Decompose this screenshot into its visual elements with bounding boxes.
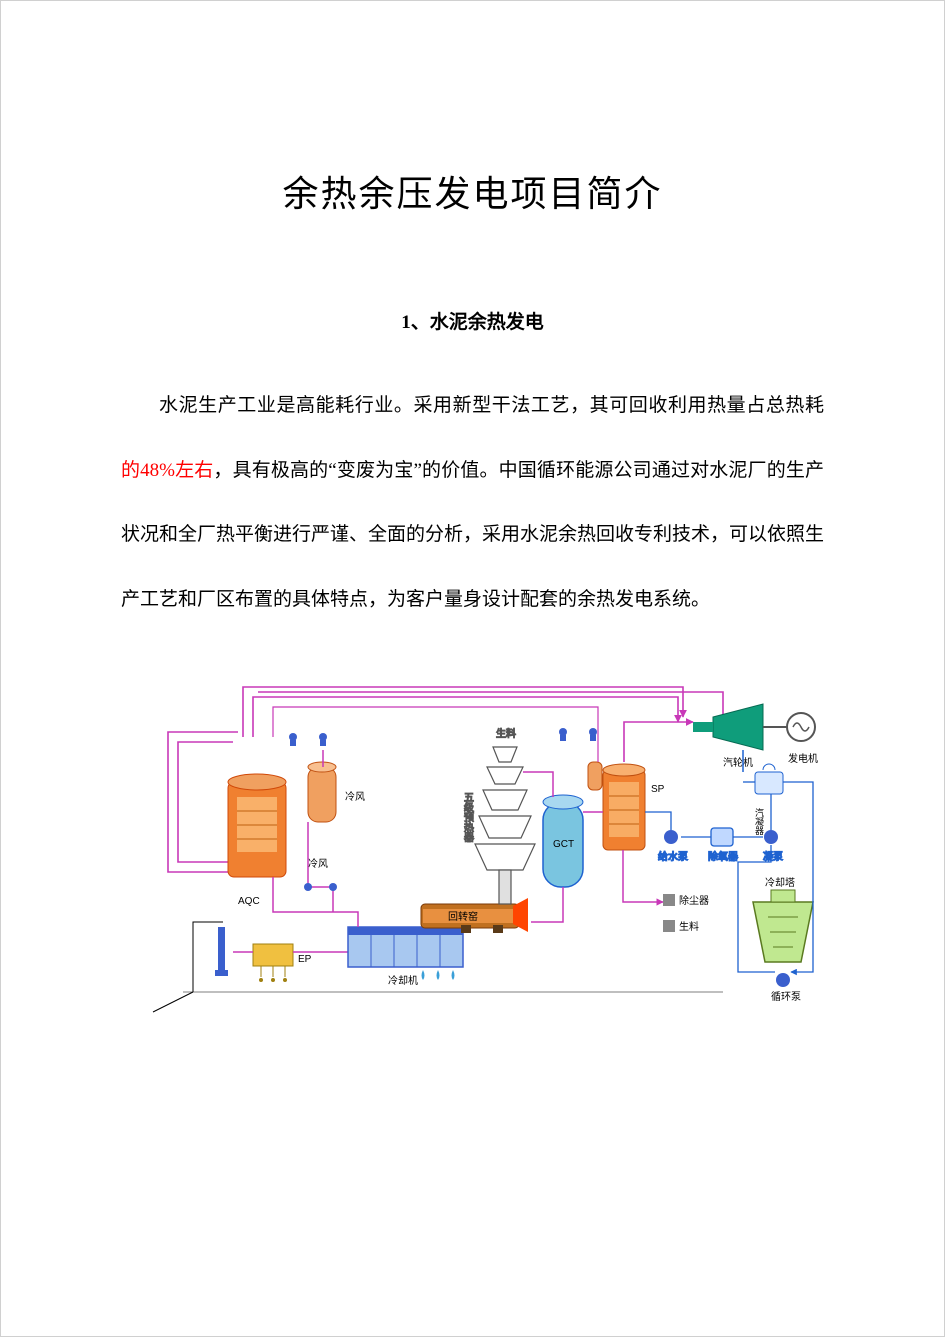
- body-paragraph: 水泥生产工业是高能耗行业。采用新型干法工艺，其可回收利用热量占总热耗的48%左右…: [121, 374, 824, 632]
- process-diagram: AQC 冷风 冷风: [123, 662, 823, 1022]
- pipe: [623, 850, 663, 902]
- cooler-label: 冷却机: [388, 974, 418, 987]
- valves-top: [289, 728, 597, 746]
- aux-boiler: 冷风 冷风: [308, 762, 365, 870]
- ep-unit: EP: [253, 944, 312, 982]
- raw2-label: 生料: [679, 920, 699, 933]
- body-pre: 水泥生产工业是高能耗行业。采用新型干法工艺，其可回收利用热量占总热耗: [159, 395, 824, 416]
- condenser-label: 汽凝器: [754, 807, 764, 835]
- cond-pump-label: 凝泵: [763, 851, 783, 863]
- cold-air-1-label: 冷风: [345, 790, 365, 803]
- sp-label: SP: [651, 784, 665, 795]
- steam-to-turbine: [624, 722, 693, 762]
- kiln-label: 回转窑: [448, 910, 478, 923]
- preheater-label: 五级预热器: [461, 792, 473, 843]
- aqc-boiler: AQC: [228, 774, 286, 907]
- gct-tower: GCT: [543, 795, 583, 887]
- pipe: [531, 887, 563, 922]
- sp-boiler: SP: [588, 762, 665, 850]
- clinker-cooler: 冷却机: [348, 927, 463, 987]
- cold-air-2-label: 冷风: [308, 857, 328, 870]
- cooling-tower-label: 冷却塔: [765, 876, 795, 889]
- cooling-tower: 冷却塔 循环泵: [738, 782, 813, 1003]
- feed-pump-label: 给水泵: [658, 850, 688, 863]
- circ-pump-label: 循环泵: [771, 990, 801, 1003]
- pipe: [523, 772, 553, 797]
- rotary-kiln: 回转窑: [421, 898, 528, 933]
- turbine: 汽轮机: [693, 704, 763, 769]
- generator: 发电机: [787, 713, 818, 765]
- aqc-label: AQC: [238, 896, 260, 907]
- body-post: ，具有极高的“变废为宝”的价值。中国循环能源公司通过对水泥厂的生产状况和全厂热平…: [121, 460, 824, 610]
- exhaust-stack: [153, 922, 228, 1012]
- body-highlight: 的48%左右: [121, 460, 213, 481]
- dust-and-raw: 除尘器 生料: [663, 894, 709, 933]
- gct-label: GCT: [553, 839, 574, 850]
- ep-label: EP: [298, 954, 312, 965]
- document-page: 余热余压发电项目简介 1、水泥余热发电 水泥生产工业是高能耗行业。采用新型干法工…: [0, 0, 945, 1337]
- section-heading: 1、水泥余热发电: [121, 307, 824, 334]
- turbine-label: 汽轮机: [723, 756, 753, 769]
- page-title: 余热余压发电项目简介: [121, 165, 824, 217]
- dust-label: 除尘器: [679, 894, 709, 907]
- deaerator-label: 除氧器: [708, 850, 738, 863]
- generator-label: 发电机: [788, 752, 818, 765]
- preheater-tower: 生料 五级预热器: [461, 727, 535, 904]
- raw-meal-label: 生料: [496, 727, 516, 740]
